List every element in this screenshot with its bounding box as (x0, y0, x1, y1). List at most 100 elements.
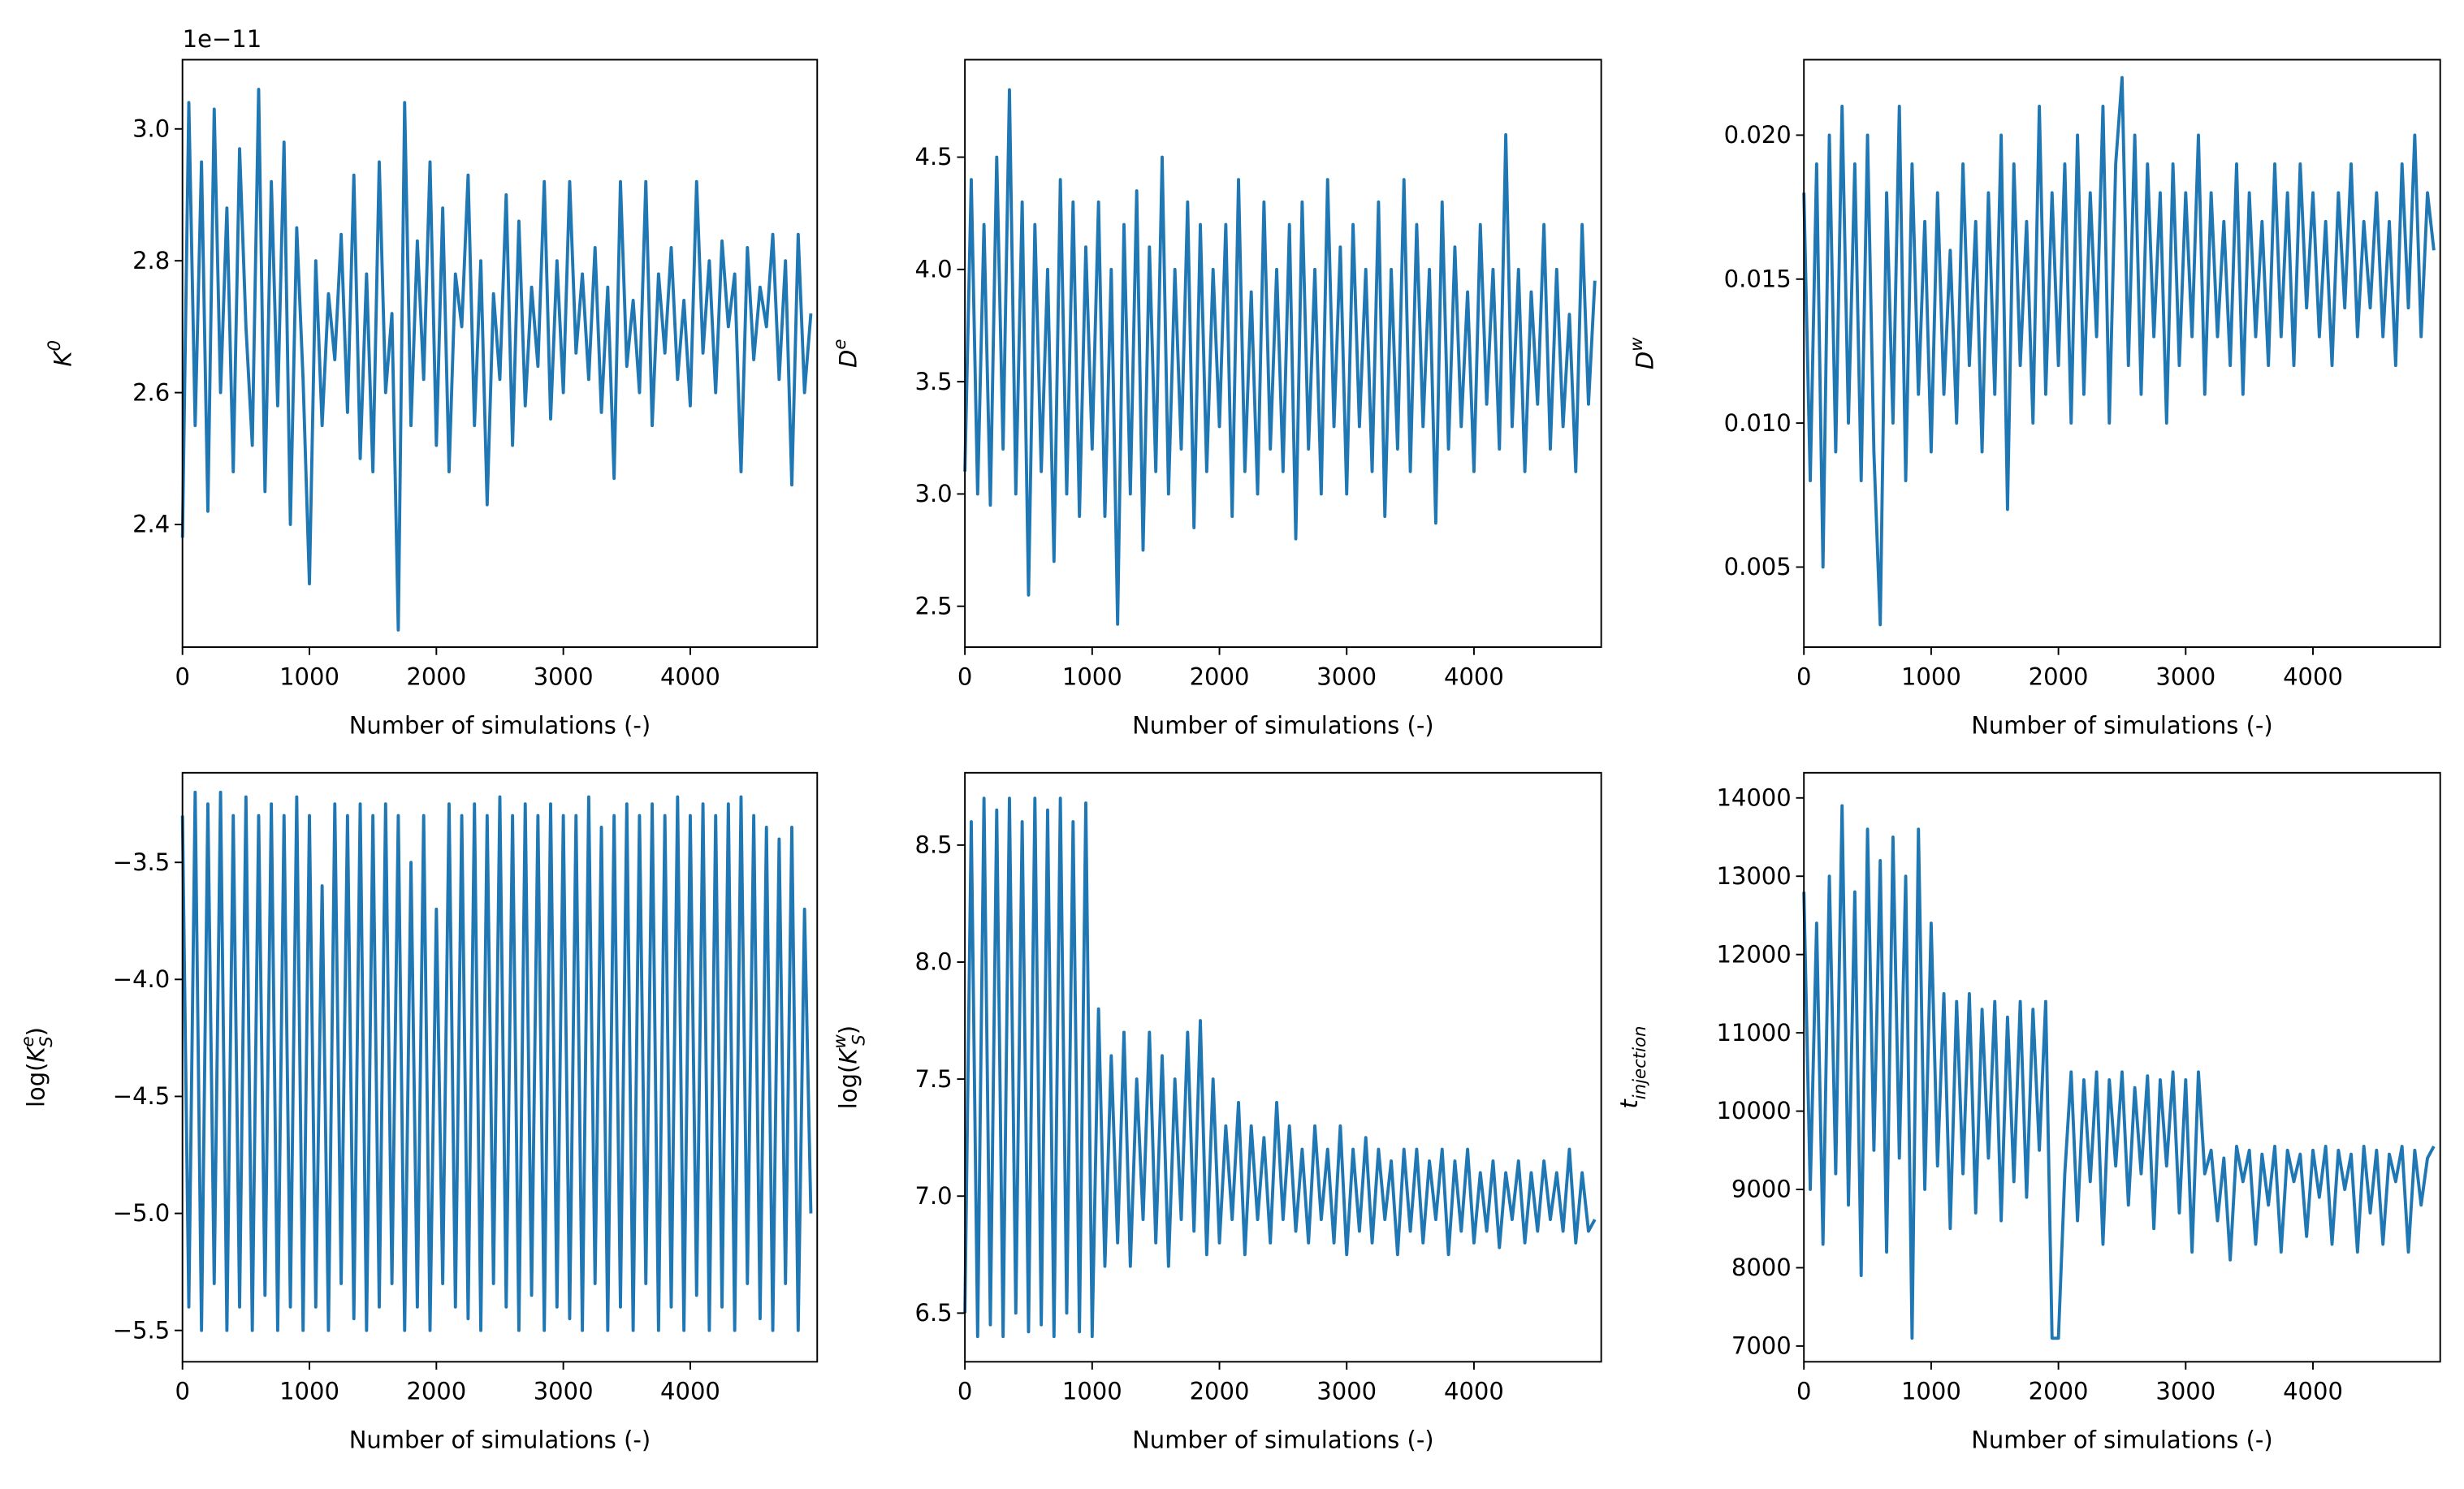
x-axis-label: Number of simulations (-) (1132, 1426, 1433, 1454)
y-tick-label: −5.5 (113, 1316, 170, 1344)
y-tick-label: 9000 (1731, 1176, 1792, 1203)
x-tick-label: 1000 (1901, 1378, 1961, 1405)
x-axis-label: Number of simulations (-) (1971, 1426, 2272, 1454)
y-axis-label: K0 (45, 340, 77, 367)
y-tick-label: 0.015 (1724, 265, 1792, 292)
x-tick-label: 1000 (1062, 662, 1122, 690)
y-tick-label: 0.020 (1724, 121, 1792, 149)
x-tick-label: 2000 (406, 662, 466, 690)
y-axis-label-part: K (22, 1046, 50, 1063)
x-tick-label: 3000 (2155, 662, 2215, 690)
y-axis-label-part: S (849, 1034, 869, 1046)
y-tick-label: 12000 (1716, 940, 1791, 968)
x-axis-label: Number of simulations (-) (349, 1426, 651, 1454)
y-tick-label: 3.5 (915, 368, 953, 395)
x-tick-label: 2000 (406, 1378, 466, 1405)
trace-line (180, 88, 813, 632)
y-tick-label: 7.0 (915, 1182, 953, 1210)
x-tick-label: 2000 (2029, 662, 2089, 690)
y-axis-label-part: S (37, 1036, 57, 1047)
x-tick-label: 4000 (1444, 1378, 1504, 1405)
x-tick-label: 4000 (2283, 662, 2343, 690)
y-tick-label: 7000 (1731, 1332, 1792, 1360)
y-axis-label-part: 0 (45, 340, 65, 352)
x-tick-label: 3000 (534, 1378, 594, 1405)
offset-text: 1e−11 (183, 25, 262, 53)
y-tick-label: −5.0 (113, 1199, 170, 1227)
y-tick-label: 6.5 (915, 1299, 953, 1327)
y-axis-label: log(KeS) (18, 1027, 57, 1107)
y-axis-label-part: w (830, 1034, 850, 1049)
y-tick-label: 4.0 (915, 256, 953, 283)
y-axis-label-part: w (1627, 337, 1647, 352)
x-tick-label: 4000 (2283, 1378, 2343, 1405)
y-axis-label-part: D (1631, 352, 1658, 369)
x-tick-label: 4000 (1444, 662, 1504, 690)
y-axis-label: tinjection (1615, 1025, 1650, 1108)
y-axis-label-part: log( (22, 1063, 50, 1108)
y-tick-label: 7.5 (915, 1065, 953, 1093)
y-tick-label: 14000 (1716, 783, 1791, 811)
y-axis-label-part: e (830, 339, 850, 350)
x-tick-label: 2000 (1190, 662, 1250, 690)
x-tick-label: 3000 (1316, 662, 1377, 690)
y-axis-label: log(KwS) (830, 1025, 869, 1109)
y-axis-label: De (830, 339, 862, 368)
y-tick-label: 10000 (1716, 1097, 1791, 1124)
axes-frame (964, 771, 1602, 1363)
y-tick-label: −3.5 (113, 848, 170, 876)
y-tick-label: 8000 (1731, 1254, 1792, 1281)
y-tick-label: 11000 (1716, 1019, 1791, 1047)
y-axis-label-part: ) (22, 1027, 50, 1036)
y-tick-label: 0.005 (1724, 553, 1792, 580)
y-tick-label: −4.0 (113, 965, 170, 993)
x-tick-label: 2000 (1190, 1378, 1250, 1405)
x-tick-label: 4000 (660, 662, 720, 690)
axes-frame (964, 58, 1602, 649)
y-tick-label: 13000 (1716, 862, 1791, 890)
axes-frame (1803, 771, 2441, 1363)
y-axis-label: Dw (1627, 337, 1659, 369)
y-tick-label: 0.010 (1724, 409, 1792, 437)
x-tick-label: 0 (1796, 1378, 1811, 1405)
axes-frame (181, 771, 819, 1363)
x-axis-label: Number of simulations (-) (1971, 711, 2272, 739)
y-tick-label: 2.8 (132, 247, 170, 274)
y-axis-label-part: K (49, 350, 76, 367)
x-tick-label: 3000 (1316, 1378, 1377, 1405)
x-axis-label: Number of simulations (-) (1132, 711, 1433, 739)
x-tick-label: 1000 (279, 1378, 339, 1405)
y-axis-label-part: K (835, 1047, 862, 1064)
y-axis-label-part: ) (835, 1025, 862, 1034)
x-tick-label: 2000 (2029, 1378, 2089, 1405)
x-tick-label: 0 (175, 662, 189, 690)
y-tick-label: 2.6 (132, 378, 170, 406)
y-axis-label-part: injection (1630, 1025, 1650, 1099)
y-tick-label: 2.5 (915, 592, 953, 619)
x-tick-label: 0 (958, 662, 972, 690)
y-axis-label-part: e (18, 1036, 38, 1047)
x-tick-label: 1000 (1901, 662, 1961, 690)
trace-line (1802, 76, 2436, 627)
axes-frame (1803, 58, 2441, 649)
y-tick-label: −4.5 (113, 1082, 170, 1110)
x-tick-label: 1000 (1062, 1378, 1122, 1405)
y-tick-label: 8.5 (915, 831, 953, 859)
trace-line (1802, 804, 2436, 1340)
x-tick-label: 0 (175, 1378, 189, 1405)
trace-line (963, 796, 1597, 1339)
x-tick-label: 0 (958, 1378, 972, 1405)
trace-line (180, 790, 813, 1332)
x-tick-label: 1000 (279, 662, 339, 690)
x-axis-label: Number of simulations (-) (349, 711, 651, 739)
y-tick-label: 4.5 (915, 143, 953, 170)
trace-line (963, 88, 1597, 626)
x-tick-label: 0 (1796, 662, 1811, 690)
y-axis-label-part: t (1615, 1098, 1643, 1109)
y-tick-label: 8.0 (915, 948, 953, 976)
y-tick-label: 3.0 (132, 114, 170, 142)
y-axis-label-part: D (835, 350, 862, 368)
y-tick-label: 2.4 (132, 511, 170, 538)
